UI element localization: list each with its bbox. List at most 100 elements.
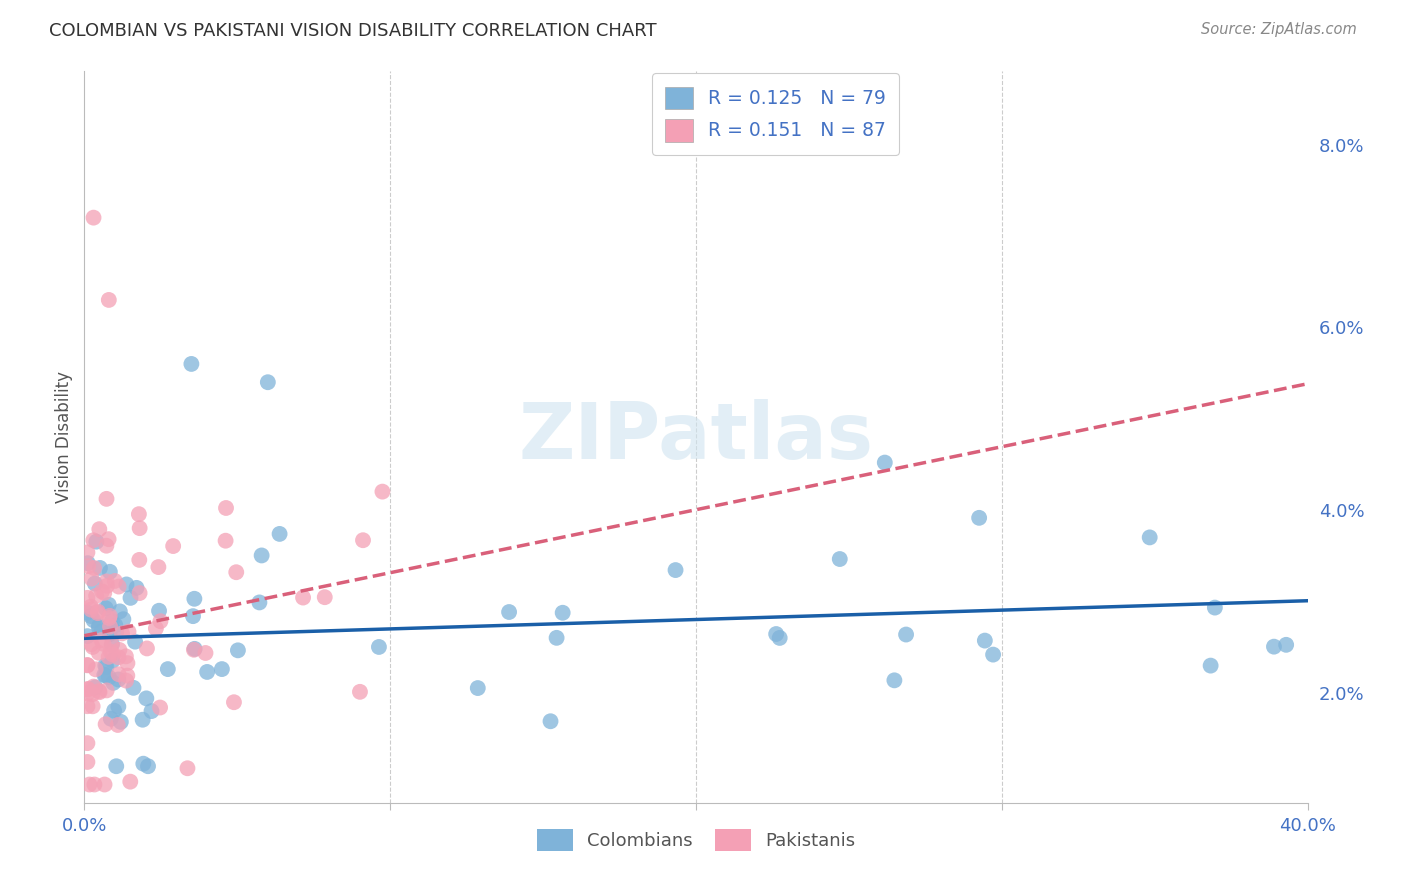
Point <box>371 484 394 499</box>
Point <box>82 533 104 548</box>
Point <box>1275 638 1298 652</box>
Point <box>80 602 103 616</box>
Point <box>120 591 142 605</box>
Point <box>149 700 172 714</box>
Point <box>83 211 105 225</box>
Point <box>87 684 110 698</box>
Point <box>86 534 108 549</box>
Point <box>111 626 134 640</box>
Point <box>87 620 110 634</box>
Point <box>183 642 205 657</box>
Point <box>107 667 129 681</box>
Point <box>131 713 153 727</box>
Text: COLOMBIAN VS PAKISTANI VISION DISABILITY CORRELATION CHART: COLOMBIAN VS PAKISTANI VISION DISABILITY… <box>49 22 657 40</box>
Point <box>546 631 568 645</box>
Point <box>96 660 118 674</box>
Point <box>1263 640 1285 654</box>
Point <box>82 699 104 714</box>
Point <box>101 654 124 668</box>
Point <box>82 640 104 654</box>
Point <box>105 625 128 640</box>
Point <box>215 500 238 515</box>
Point <box>94 658 117 673</box>
Point <box>540 714 562 729</box>
Point <box>100 712 122 726</box>
Point <box>1204 600 1226 615</box>
Point <box>104 618 127 632</box>
Point <box>84 589 107 603</box>
Point <box>98 611 121 625</box>
Point <box>112 612 135 626</box>
Point <box>83 576 105 591</box>
Point <box>214 533 236 548</box>
Point <box>93 778 115 792</box>
Point <box>101 614 124 628</box>
Point <box>117 668 139 682</box>
Point <box>76 658 98 673</box>
Point <box>94 717 117 731</box>
Point <box>79 778 101 792</box>
Point <box>211 662 233 676</box>
Point <box>93 668 115 682</box>
Text: ZIPatlas: ZIPatlas <box>519 399 873 475</box>
Point <box>122 681 145 695</box>
Point <box>87 646 110 660</box>
Point <box>90 624 112 639</box>
Point <box>96 539 118 553</box>
Point <box>136 759 159 773</box>
Point <box>352 533 374 548</box>
Point <box>89 685 111 699</box>
Point <box>225 565 247 579</box>
Point <box>183 591 205 606</box>
Point <box>132 756 155 771</box>
Point <box>84 681 107 695</box>
Point <box>89 561 111 575</box>
Point <box>91 584 114 599</box>
Point <box>98 619 121 633</box>
Point <box>97 598 120 612</box>
Point <box>135 691 157 706</box>
Point <box>149 614 172 628</box>
Point <box>107 580 129 594</box>
Point <box>104 574 127 588</box>
Point <box>981 648 1004 662</box>
Point <box>894 627 917 641</box>
Point <box>108 643 131 657</box>
Point <box>76 629 98 643</box>
Point <box>97 649 120 664</box>
Point <box>80 609 103 624</box>
Point <box>96 491 118 506</box>
Point <box>76 591 98 605</box>
Point <box>115 673 138 688</box>
Point <box>103 676 125 690</box>
Point <box>765 627 787 641</box>
Point <box>117 624 139 639</box>
Point <box>498 605 520 619</box>
Point <box>1139 530 1161 544</box>
Point <box>1199 658 1222 673</box>
Point <box>101 637 124 651</box>
Point <box>183 641 205 656</box>
Text: Source: ZipAtlas.com: Source: ZipAtlas.com <box>1201 22 1357 37</box>
Point <box>368 640 391 654</box>
Point <box>117 656 139 670</box>
Point <box>76 736 98 750</box>
Point <box>93 637 115 651</box>
Point <box>96 683 118 698</box>
Point <box>551 606 574 620</box>
Point <box>77 559 100 574</box>
Point <box>76 556 98 570</box>
Point <box>136 641 159 656</box>
Point <box>110 714 132 729</box>
Point <box>128 586 150 600</box>
Point <box>80 637 103 651</box>
Point <box>90 633 112 648</box>
Point <box>80 599 103 614</box>
Point <box>82 613 104 627</box>
Point <box>128 507 150 521</box>
Point <box>77 682 100 697</box>
Point <box>101 648 124 662</box>
Point <box>89 619 111 633</box>
Point <box>883 673 905 688</box>
Point <box>145 621 167 635</box>
